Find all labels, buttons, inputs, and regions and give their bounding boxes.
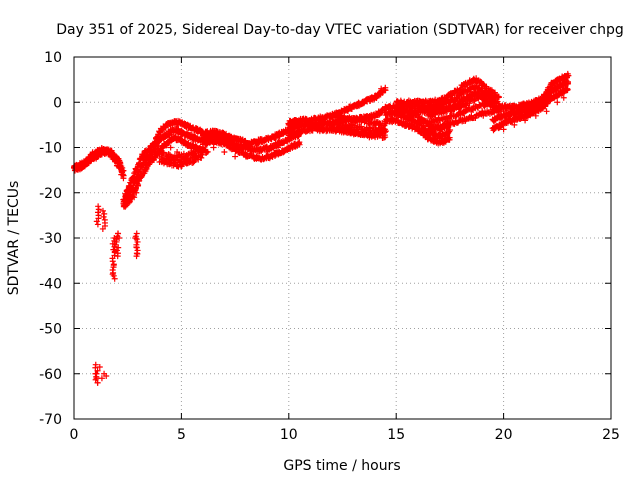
- data-point: [101, 216, 108, 223]
- data-point: [114, 230, 121, 237]
- y-tick-label: -40: [39, 276, 62, 292]
- x-tick-label: 15: [387, 427, 405, 443]
- y-tick-label: -10: [39, 141, 62, 157]
- chart-title: Day 351 of 2025, Sidereal Day-to-day VTE…: [56, 22, 624, 38]
- data-point: [296, 141, 303, 148]
- data-point: [93, 370, 100, 377]
- x-tick-label: 20: [495, 427, 513, 443]
- x-tick-label: 0: [70, 427, 79, 443]
- data-point: [135, 181, 142, 188]
- data-point: [94, 221, 101, 228]
- data-point: [137, 166, 144, 173]
- data-point: [120, 167, 127, 174]
- x-axis-title: GPS time / hours: [283, 458, 400, 474]
- data-point: [190, 159, 197, 166]
- y-tick-label: -70: [39, 412, 62, 428]
- data-point: [109, 266, 116, 273]
- y-tick-label: -50: [39, 322, 62, 338]
- data-point: [133, 250, 140, 257]
- data-point: [232, 153, 239, 160]
- y-tick-label: -20: [39, 186, 62, 202]
- y-tick-label: -60: [39, 367, 62, 383]
- x-tick-label: 10: [280, 427, 298, 443]
- y-tick-label: 0: [53, 95, 62, 111]
- data-point: [198, 154, 205, 161]
- x-tick-label: 25: [602, 427, 620, 443]
- data-point: [221, 149, 228, 156]
- y-tick-label: 10: [44, 50, 62, 66]
- data-point: [110, 261, 117, 268]
- data-point: [95, 203, 102, 210]
- data-point: [134, 247, 141, 254]
- y-tick-label: -30: [39, 231, 62, 247]
- data-point: [210, 144, 217, 151]
- data-point: [101, 210, 108, 217]
- x-tick-label: 5: [177, 427, 186, 443]
- data-point: [165, 151, 172, 158]
- data-points: [71, 70, 572, 386]
- y-axis-title: SDTVAR / TECUs: [6, 181, 22, 296]
